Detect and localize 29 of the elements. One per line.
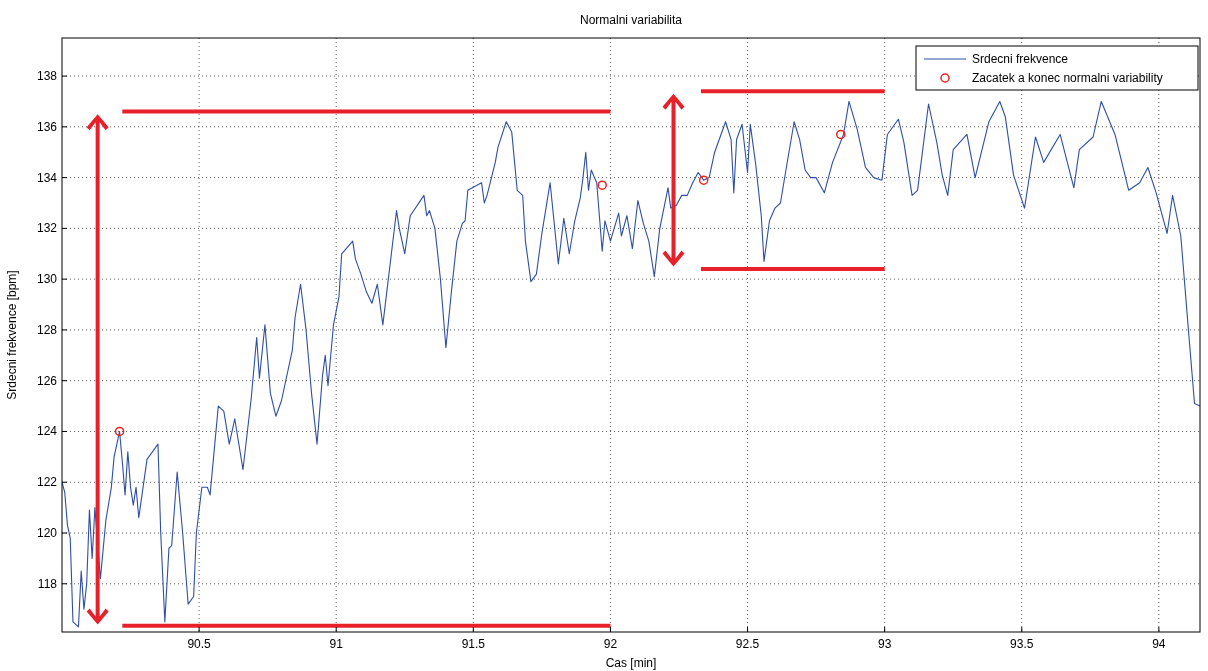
x-tick-label: 91.5 xyxy=(461,637,486,651)
y-tick-label: 128 xyxy=(36,322,58,337)
x-tick-label: 92 xyxy=(603,637,618,651)
point xyxy=(836,129,846,140)
y-tick-label: 124 xyxy=(36,424,58,439)
y-tick-label: 122 xyxy=(36,475,58,490)
y-tick-label: 132 xyxy=(36,221,58,236)
x-tick-label: 92.5 xyxy=(735,637,760,651)
y-tick-label: 120 xyxy=(36,526,58,540)
y-tick-label: 130 xyxy=(36,272,58,287)
y-tick-label: 138 xyxy=(36,69,58,84)
x-tick-label: 90.5 xyxy=(187,637,212,651)
y-tick-label: 134 xyxy=(36,170,58,185)
x-tick-label: 93 xyxy=(877,637,892,651)
legend-label: Zacatek a konec normalni variability xyxy=(972,71,1163,85)
y-tick-label: 136 xyxy=(36,119,58,134)
y-tick-label: 126 xyxy=(36,373,58,388)
point xyxy=(597,180,607,190)
x-tick-label: 91 xyxy=(329,637,344,651)
y-tick-label: 118 xyxy=(37,576,58,591)
y-axis-title: Srdecni frekvence [bpm] xyxy=(5,270,19,400)
point xyxy=(114,426,125,437)
x-axis-title: Cas [min] xyxy=(605,656,657,670)
x-tick-label: 94 xyxy=(1152,637,1166,651)
line-series xyxy=(62,100,1200,628)
point xyxy=(698,175,709,185)
legend-label: Srdecni frekvence xyxy=(972,52,1069,66)
x-tick-label: 93.5 xyxy=(1010,637,1034,651)
chart-title: Normalni variabilita xyxy=(579,13,683,27)
